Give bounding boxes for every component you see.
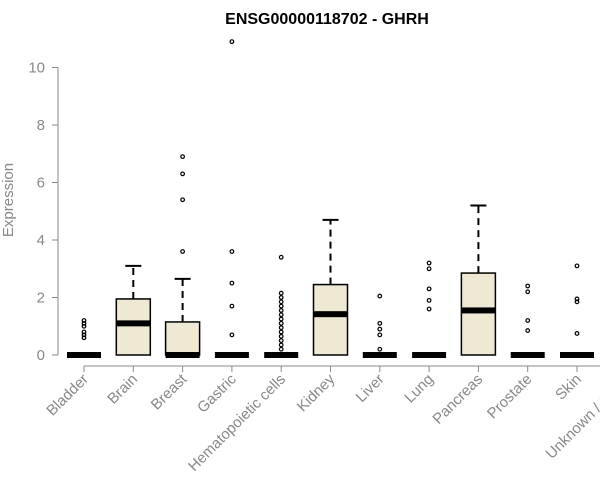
outlier-point — [180, 154, 186, 160]
outlier-point — [278, 338, 284, 344]
outlier-point — [278, 316, 284, 322]
median-line — [116, 320, 151, 327]
outlier-point — [180, 171, 186, 177]
outlier-point — [278, 299, 284, 305]
x-tick-label: Breast — [148, 370, 191, 413]
outlier-point — [229, 280, 235, 286]
y-tick-label: 2 — [37, 290, 45, 307]
outlier-point — [81, 323, 87, 329]
y-tick-label: 0 — [37, 347, 45, 364]
outlier-point — [81, 320, 87, 326]
outlier-point — [278, 325, 284, 331]
outlier-point — [229, 249, 235, 254]
outlier-point — [426, 297, 432, 303]
outlier-point — [278, 329, 284, 335]
median-line — [560, 352, 594, 358]
outlier-point — [377, 332, 383, 338]
outlier-point — [278, 254, 284, 260]
x-tick-label: Skin — [552, 371, 585, 404]
x-tick-label: Pancreas — [429, 371, 486, 428]
outlier-point — [229, 332, 235, 338]
box-group — [560, 263, 594, 358]
outlier-point — [574, 299, 580, 305]
median-line — [264, 352, 299, 358]
x-tick-label: Gastric — [194, 370, 240, 416]
x-tick-label: Bladder — [43, 371, 92, 420]
outlier-point — [426, 260, 432, 266]
outlier-point — [377, 293, 383, 299]
y-tick-label: 4 — [37, 232, 45, 249]
box-group — [214, 39, 249, 358]
outlier-point — [229, 303, 235, 309]
outlier-point — [574, 296, 580, 302]
outlier-point — [81, 318, 87, 323]
y-tick-label: 8 — [37, 117, 45, 134]
median-line — [313, 311, 348, 318]
box-iqr — [312, 283, 349, 356]
box-group — [362, 293, 397, 358]
outlier-point — [525, 283, 531, 289]
y-axis-label: Expression — [0, 163, 17, 237]
outlier-point — [81, 329, 87, 335]
outlier-point — [278, 312, 284, 318]
box-group — [67, 318, 101, 358]
outlier-point — [278, 290, 284, 296]
outlier-point — [426, 306, 432, 312]
median-line — [412, 352, 447, 358]
outlier-point — [278, 295, 284, 300]
outlier-point — [278, 320, 284, 326]
outlier-point — [574, 263, 580, 269]
outlier-point — [278, 308, 284, 313]
outlier-point — [278, 346, 284, 352]
axes: 0 2 4 6 8 10 — [28, 60, 600, 372]
outlier-point — [525, 328, 531, 333]
x-tick-label: Brain — [104, 371, 141, 408]
box-iqr — [115, 298, 152, 356]
outlier-point — [426, 266, 432, 272]
outlier-point — [278, 303, 284, 309]
outlier-point — [525, 289, 531, 295]
box-group — [264, 254, 299, 358]
box-group — [412, 260, 447, 358]
outlier-point — [574, 331, 580, 336]
box-group — [164, 154, 201, 358]
x-tick-label: Hematopoietic cells — [185, 371, 289, 475]
outlier-point — [426, 286, 432, 292]
outlier-point — [229, 39, 235, 45]
x-tick-label: Kidney — [294, 370, 339, 415]
outlier-point — [81, 332, 87, 338]
x-tick-label: Liver — [353, 371, 388, 406]
outlier-point — [377, 326, 383, 332]
median-line — [214, 352, 249, 358]
boxes — [67, 39, 594, 358]
box-iqr — [164, 321, 201, 356]
outlier-point — [278, 342, 284, 348]
x-tick-label: Lung — [401, 371, 437, 407]
median-line — [362, 352, 397, 358]
chart-title: ENSG00000118702 - GHRH — [225, 11, 429, 28]
median-line — [67, 352, 101, 358]
outlier-point — [180, 249, 186, 254]
x-tick-label: Prostate — [484, 371, 536, 423]
box-group — [510, 283, 545, 358]
box-group — [460, 204, 497, 356]
outlier-point — [180, 197, 186, 203]
median-line — [510, 352, 545, 358]
median-line — [165, 352, 200, 358]
y-tick-label: 10 — [28, 60, 45, 77]
outlier-point — [278, 333, 284, 339]
outlier-point — [81, 335, 87, 341]
box-iqr — [460, 272, 497, 356]
outlier-point — [525, 318, 531, 323]
y-tick-label: 6 — [37, 175, 45, 192]
box-group — [312, 218, 349, 356]
median-line — [461, 307, 496, 314]
outlier-point — [377, 320, 383, 326]
box-group — [115, 264, 152, 356]
outlier-point — [377, 346, 383, 352]
